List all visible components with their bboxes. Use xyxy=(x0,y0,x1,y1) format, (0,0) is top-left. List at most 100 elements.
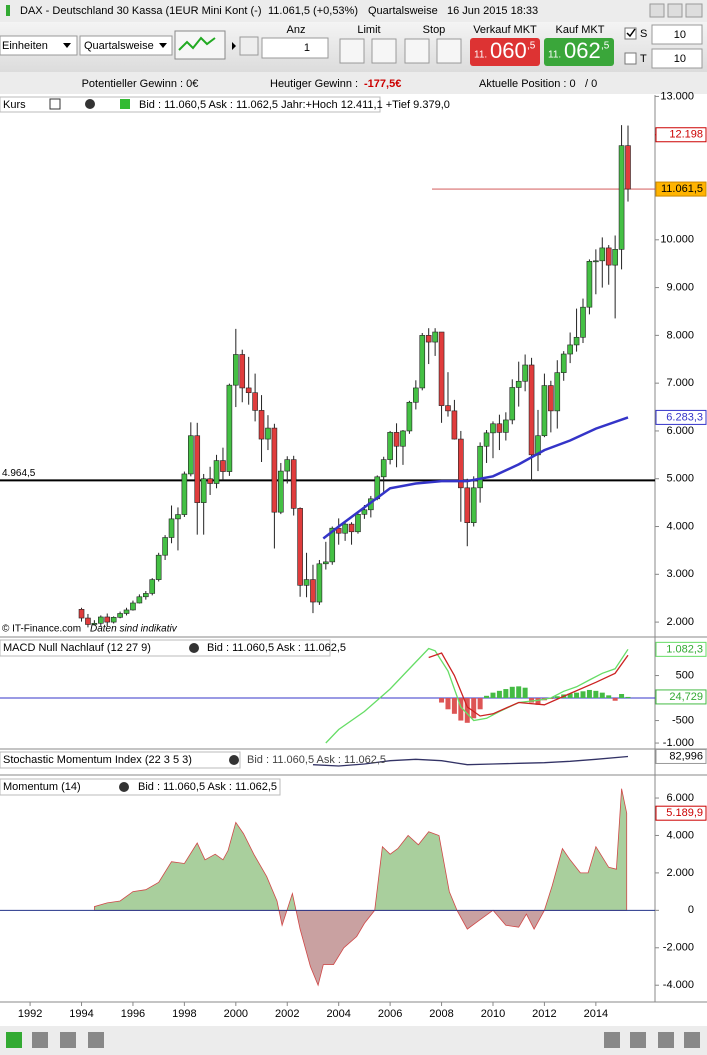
stop-label: Stop xyxy=(423,24,446,36)
tool-button[interactable] xyxy=(6,1032,22,1048)
s-value: 10 xyxy=(674,29,686,41)
value-box xyxy=(655,181,707,197)
candle-body xyxy=(162,537,168,556)
candle-body xyxy=(361,509,368,515)
candle-body xyxy=(387,432,393,460)
tool-button[interactable] xyxy=(88,1032,104,1048)
stop-sell-button[interactable] xyxy=(436,38,462,64)
y-tick-label: -4.000 xyxy=(663,979,694,991)
t-label: T xyxy=(640,53,647,65)
histogram-bar xyxy=(586,689,592,699)
candle-body xyxy=(503,419,509,433)
macd-line xyxy=(428,652,629,717)
histogram-bar xyxy=(599,692,605,699)
histogram-bar xyxy=(535,698,541,705)
stop-buy-button[interactable] xyxy=(404,38,430,64)
dropdown-arrow xyxy=(63,43,71,48)
candle-body xyxy=(78,609,85,619)
macd-info: Bid : 11.060,5 Ask : 11.062,5 xyxy=(207,642,346,654)
limit-buy-button[interactable] xyxy=(339,38,365,64)
close-button[interactable] xyxy=(685,3,703,18)
value-box-label: 11.061,5 xyxy=(661,183,703,195)
check-mark xyxy=(626,28,636,38)
maximize-button[interactable] xyxy=(667,3,683,18)
tool-button[interactable] xyxy=(630,1032,646,1048)
limit-sell-button[interactable] xyxy=(371,38,397,64)
tool-button[interactable] xyxy=(32,1032,48,1048)
candle-body xyxy=(271,427,278,513)
candle-body xyxy=(207,478,213,484)
y-tick-label: -1.000 xyxy=(663,737,694,749)
value-box-label: 82,996 xyxy=(669,750,703,762)
x-tick-label: 2014 xyxy=(584,1008,608,1020)
candle-body xyxy=(168,518,175,538)
sell-price-head: 11. xyxy=(474,50,487,61)
position-extra: / 0 xyxy=(585,78,597,90)
candle-body xyxy=(458,438,464,489)
value-box xyxy=(655,689,707,705)
panel-close[interactable] xyxy=(229,755,239,765)
period-select[interactable] xyxy=(79,35,173,56)
histogram-bar xyxy=(471,698,477,719)
candle-body xyxy=(233,354,239,386)
quantity-input[interactable] xyxy=(261,37,329,59)
candle-body xyxy=(560,353,567,373)
price-title: Kurs xyxy=(3,99,26,111)
period-text: Quartalsweise xyxy=(84,40,154,52)
units-select[interactable] xyxy=(0,35,78,56)
candle-body xyxy=(213,460,220,484)
candle-body xyxy=(380,459,387,478)
candle-body xyxy=(239,354,246,389)
candle-body xyxy=(278,470,284,513)
candle-body xyxy=(599,247,606,262)
momentum-info: Bid : 11.060,5 Ask : 11.062,5 xyxy=(138,781,277,793)
button-icon xyxy=(178,36,216,51)
s-label: S xyxy=(640,28,647,40)
buy-button[interactable] xyxy=(544,38,614,66)
candle-body xyxy=(509,387,516,421)
settings-button[interactable] xyxy=(239,36,259,56)
sell-price-tail: ,5 xyxy=(527,41,536,52)
histogram-bar xyxy=(554,696,560,699)
title-bar xyxy=(0,0,707,22)
panel-icon[interactable] xyxy=(49,98,61,110)
panel-close[interactable] xyxy=(119,782,129,792)
s-checkbox[interactable] xyxy=(624,27,637,40)
tool-button[interactable] xyxy=(604,1032,620,1048)
today-label: Heutiger Gewinn : xyxy=(270,78,358,90)
s-input[interactable] xyxy=(651,24,703,45)
panel-icon[interactable] xyxy=(120,99,130,109)
momentum-header xyxy=(0,778,281,796)
candle-body xyxy=(316,563,323,603)
chart-type-button[interactable] xyxy=(174,30,226,60)
minimize-button[interactable] xyxy=(649,3,665,18)
histogram-bar xyxy=(451,698,457,714)
y-tick-label: 4.000 xyxy=(666,829,694,841)
bottom-toolbar xyxy=(0,1026,707,1055)
macd-header xyxy=(0,639,331,657)
disclaimer: Daten sind indikativ xyxy=(90,624,178,635)
tool-button[interactable] xyxy=(658,1032,674,1048)
y-tick-label: 8.000 xyxy=(666,329,694,341)
y-tick-label: 6.000 xyxy=(666,425,694,437)
sell-button[interactable] xyxy=(470,38,540,66)
histogram-bar xyxy=(612,698,618,701)
panel-close[interactable] xyxy=(189,643,199,653)
value-box xyxy=(655,409,707,425)
candle-body xyxy=(329,527,336,563)
x-tick-label: 2012 xyxy=(532,1008,556,1020)
t-input[interactable] xyxy=(651,48,703,69)
candle-body xyxy=(303,579,310,586)
t-value: 10 xyxy=(674,53,686,65)
histogram-bar xyxy=(516,686,522,699)
candle-body xyxy=(310,579,316,603)
tool-button[interactable] xyxy=(684,1032,700,1048)
histogram-bar xyxy=(458,698,464,721)
candle-body xyxy=(188,435,194,475)
status-bar xyxy=(0,72,707,94)
tool-button[interactable] xyxy=(60,1032,76,1048)
panel-close[interactable] xyxy=(85,99,95,109)
window-title: DAX - Deutschland 30 Kassa (1EUR Mini Ko… xyxy=(20,5,261,17)
t-checkbox[interactable] xyxy=(624,52,637,65)
